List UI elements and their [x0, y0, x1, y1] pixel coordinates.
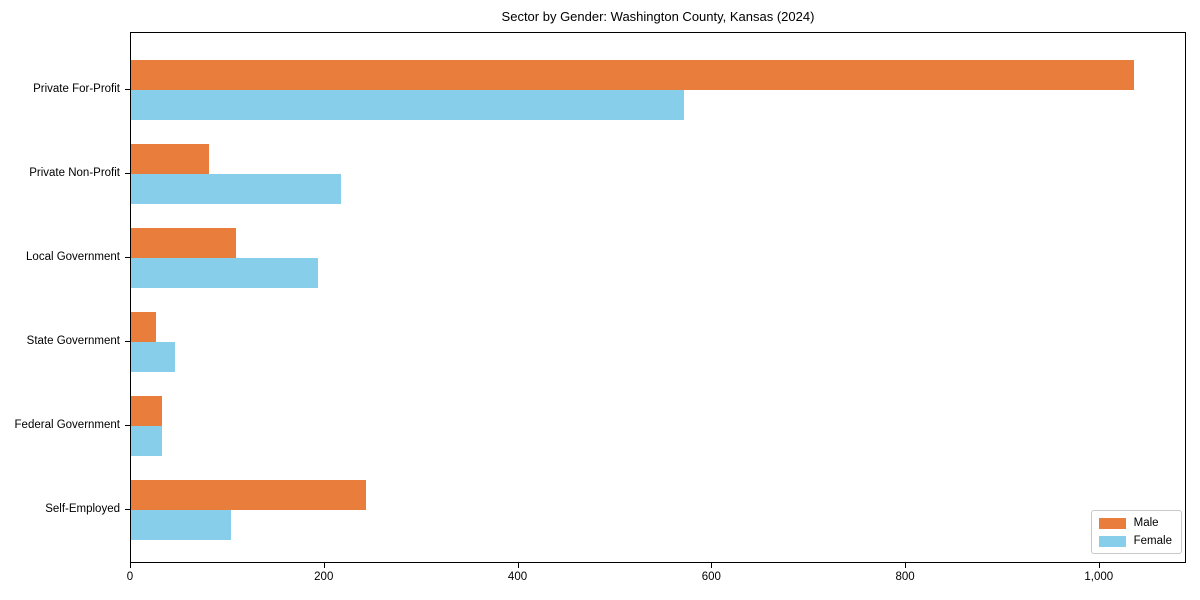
bar-female-private-for-profit	[131, 90, 685, 120]
legend-item-female: Female	[1098, 535, 1172, 547]
bar-female-self-employed	[131, 510, 231, 540]
bar-female-state-government	[131, 342, 175, 372]
legend-label-female: Female	[1133, 535, 1172, 547]
legend-item-male: Male	[1098, 517, 1172, 529]
bar-male-local-government	[131, 228, 236, 258]
bar-male-private-non-profit	[131, 144, 209, 174]
bar-female-federal-government	[131, 426, 162, 456]
bar-female-local-government	[131, 258, 318, 288]
x-tick	[711, 563, 713, 568]
plot-area	[130, 32, 1186, 563]
x-tick	[130, 563, 132, 568]
x-tick-label-600: 600	[701, 571, 721, 583]
legend-swatch-female	[1098, 535, 1126, 547]
x-tick-label-400: 400	[507, 571, 528, 583]
x-tick-label-1000: 1,000	[1084, 571, 1114, 583]
legend-swatch-male	[1098, 517, 1126, 529]
bar-male-self-employed	[131, 480, 367, 510]
y-tick	[125, 509, 130, 511]
y-tick-label-private-for-profit: Private For-Profit	[33, 83, 120, 95]
x-tick	[1098, 563, 1100, 568]
x-tick-label-800: 800	[895, 571, 915, 583]
bar-male-private-for-profit	[131, 60, 1134, 90]
x-tick-label-0: 0	[126, 571, 134, 583]
y-tick	[125, 89, 130, 91]
legend-label-male: Male	[1133, 517, 1159, 529]
y-tick-label-private-non-profit: Private Non-Profit	[29, 167, 120, 179]
x-tick-label-200: 200	[314, 571, 334, 583]
legend: Male Female	[1090, 510, 1182, 554]
y-tick-label-self-employed: Self-Employed	[45, 503, 120, 515]
y-tick-label-federal-government: Federal Government	[14, 419, 120, 431]
y-tick-label-state-government: State Government	[26, 335, 120, 347]
x-tick	[905, 563, 907, 568]
y-tick	[125, 425, 130, 427]
bar-female-private-non-profit	[131, 174, 342, 204]
chart-title: Sector by Gender: Washington County, Kan…	[501, 9, 815, 24]
bar-male-federal-government	[131, 396, 162, 426]
y-tick	[125, 173, 130, 175]
x-tick	[323, 563, 325, 568]
bar-male-state-government	[131, 312, 157, 342]
y-tick	[125, 257, 130, 259]
y-tick-label-local-government: Local Government	[26, 251, 120, 263]
x-tick	[517, 563, 519, 568]
y-tick	[125, 341, 130, 343]
